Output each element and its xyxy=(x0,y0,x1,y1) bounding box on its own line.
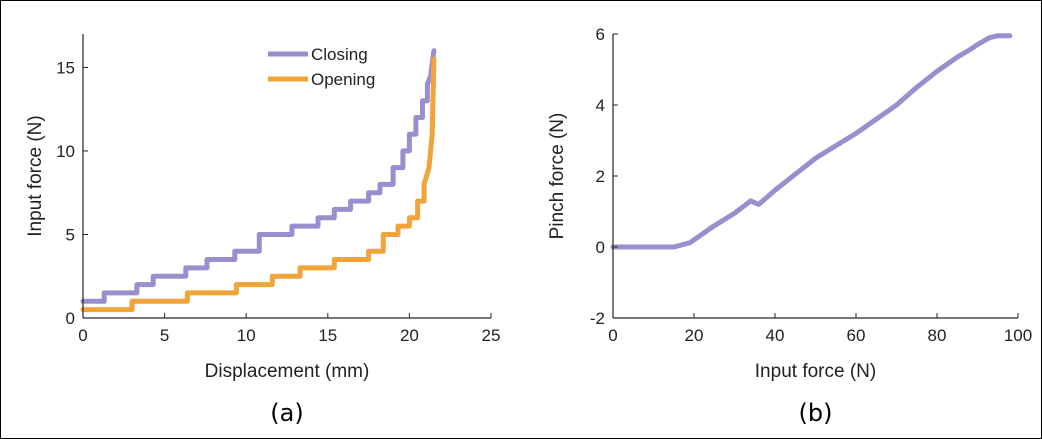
panel-a-legend: Closing Opening xyxy=(268,45,375,89)
panel-a-x-axis-label: Displacement (mm) xyxy=(205,361,370,382)
panel-a-x-ticks: 0 5 10 15 20 25 xyxy=(78,313,500,345)
panel-a: 0 5 10 15 20 25 0 5 10 15 Displacement (mm) Inpu… xyxy=(25,34,500,427)
panel-a-y-axis-label: Input force (N) xyxy=(25,115,46,236)
x-tick-label-1: 5 xyxy=(160,326,169,345)
series-line-0 xyxy=(610,33,1013,250)
x-tick-label-4: 80 xyxy=(928,326,947,345)
series-line-opening xyxy=(80,56,437,313)
x-tick-label-3: 15 xyxy=(318,326,337,345)
panel-a-y-ticks: 0 5 10 15 xyxy=(56,58,88,328)
panel-b-series xyxy=(610,33,1013,250)
x-tick-label-3: 60 xyxy=(847,326,866,345)
x-tick-label-4: 20 xyxy=(400,326,419,345)
x-tick-label-0: 0 xyxy=(78,326,87,345)
x-tick-label-1: 20 xyxy=(685,326,704,345)
x-tick-label-2: 10 xyxy=(237,326,256,345)
y-tick-label-1: 5 xyxy=(66,225,75,244)
panel-a-label: (a) xyxy=(270,399,303,427)
panel-b-y-ticks: -2 0 2 4 6 xyxy=(590,25,618,328)
panel-b-y-axis-label: Pinch force (N) xyxy=(547,113,568,240)
x-tick-label-0: 0 xyxy=(608,326,617,345)
y-tick-label-3: 4 xyxy=(596,96,605,115)
panel-b-x-ticks: 0 20 40 60 80 100 xyxy=(608,313,1032,345)
panel-a-series xyxy=(80,48,437,313)
y-tick-label-3: 15 xyxy=(56,58,75,77)
y-tick-label-2: 2 xyxy=(596,167,605,186)
x-tick-label-5: 25 xyxy=(482,326,501,345)
y-tick-label-2: 10 xyxy=(56,142,75,161)
panel-b-label: (b) xyxy=(799,399,833,427)
x-tick-label-5: 100 xyxy=(1004,326,1032,345)
y-tick-label-0: 0 xyxy=(66,309,75,328)
y-tick-label-1: 0 xyxy=(596,238,605,257)
legend-label-opening: Opening xyxy=(311,70,375,89)
y-tick-label-0: -2 xyxy=(590,309,605,328)
x-tick-label-2: 40 xyxy=(766,326,785,345)
y-tick-label-4: 6 xyxy=(596,25,605,44)
series-line-closing xyxy=(80,48,437,304)
panel-b-x-axis-label: Input force (N) xyxy=(755,361,876,382)
legend-label-closing: Closing xyxy=(311,45,368,64)
